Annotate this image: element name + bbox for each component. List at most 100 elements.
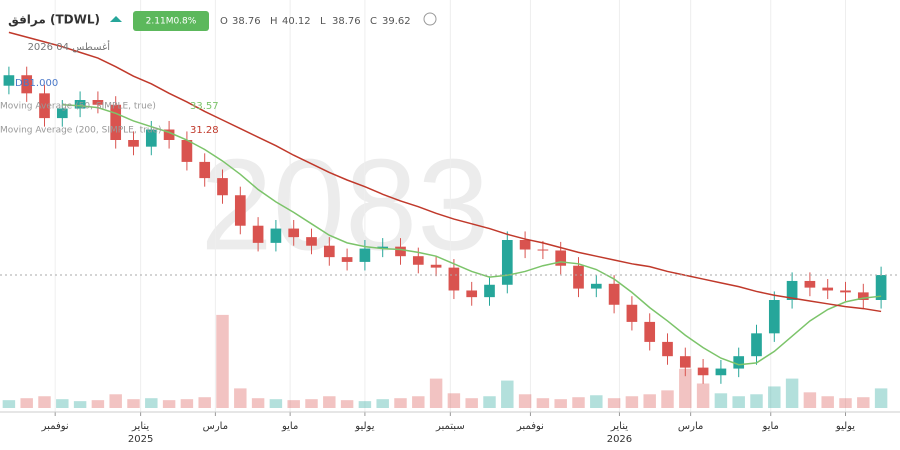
watermark: 2083	[200, 131, 489, 277]
ohlc-value: 40.12	[282, 16, 311, 27]
candle-body	[163, 129, 175, 140]
volume-bar	[679, 368, 692, 408]
volume-bar	[732, 396, 745, 408]
volume-bar	[216, 314, 229, 408]
volume-bar	[73, 401, 87, 408]
candle-body	[519, 240, 531, 250]
candle-body	[822, 287, 834, 291]
candle-body	[306, 237, 317, 246]
volume-bar	[554, 399, 567, 408]
candle-body	[252, 225, 264, 243]
moving-average	[8, 31, 882, 313]
x-tick-label: مايو	[281, 421, 298, 432]
candle-body	[270, 228, 282, 243]
candle-body	[74, 100, 86, 109]
candle-body	[92, 100, 104, 105]
volume-bar	[269, 399, 283, 408]
x-tick-label: يوليو	[354, 421, 374, 432]
volume-bar	[518, 394, 532, 408]
candle-body	[395, 246, 406, 257]
candle-body	[679, 356, 691, 368]
candle-body	[573, 265, 584, 289]
ohlc-value: 38.76	[232, 16, 261, 27]
candle-body	[644, 321, 656, 342]
volume-bar	[38, 396, 51, 408]
candle-body	[484, 284, 495, 298]
candle-body	[3, 75, 15, 86]
plot	[0, 31, 900, 413]
ma-name: Moving Average (200, SIMPLE, true)	[0, 126, 162, 136]
candle-body	[341, 257, 353, 262]
volume-bar	[20, 398, 33, 408]
volume-bar	[465, 398, 478, 408]
volume-bar	[162, 400, 176, 408]
candle-body	[857, 292, 869, 300]
volume-bar	[803, 392, 817, 408]
x-tick-label: مارس	[203, 421, 228, 432]
badge: 2.11M0.8%	[146, 17, 197, 27]
volume-bar	[251, 398, 265, 408]
volume-bar	[572, 397, 585, 408]
candle-body	[21, 75, 33, 94]
candle-body	[217, 178, 228, 196]
x-tick-label: مايو	[762, 421, 779, 432]
volume-bar	[127, 399, 140, 408]
candle-body	[875, 275, 887, 300]
x-tick-year: 2026	[607, 434, 632, 445]
candle-body	[323, 245, 335, 258]
candle-body	[430, 264, 442, 268]
volume-bar	[785, 378, 799, 408]
grid	[54, 0, 846, 416]
settings-icon[interactable]	[423, 12, 437, 26]
ohlc-label: L	[320, 16, 326, 27]
candle-body	[466, 290, 478, 298]
volume-bar	[198, 397, 211, 408]
volume-bar	[180, 399, 194, 408]
x-tick-label: يناير	[610, 421, 628, 432]
candle-body	[697, 367, 709, 376]
volume-bar	[376, 399, 389, 408]
candle-body	[537, 249, 549, 251]
volume-bar	[839, 398, 852, 408]
ma-name: Moving Average (50, SIMPLE, true)	[0, 102, 156, 112]
volume-bar	[696, 383, 710, 408]
candle-body	[145, 129, 157, 147]
x-tick-label: مارس	[678, 421, 703, 432]
volume-bar	[429, 378, 443, 408]
candle-body	[662, 341, 673, 357]
candle-body	[626, 304, 638, 322]
volume-bar	[874, 388, 888, 408]
volume-bar	[323, 396, 336, 408]
candle-body	[110, 104, 122, 140]
volume-bar	[2, 400, 16, 408]
candle-body	[501, 240, 513, 285]
volume-bar	[234, 388, 247, 408]
candle-body	[412, 256, 424, 265]
candle-body	[555, 250, 567, 266]
volume-bar	[483, 396, 496, 408]
ohlc-value: 38.76	[332, 16, 361, 27]
candle-body	[234, 195, 246, 226]
volume-bar	[145, 398, 158, 408]
volume-bar	[56, 399, 69, 408]
volume-bar	[109, 394, 122, 408]
volume-bar	[661, 390, 674, 408]
ohlc-label: H	[270, 16, 278, 27]
candle-body	[804, 280, 816, 288]
candle-body	[288, 228, 300, 238]
candle-body	[733, 356, 745, 369]
volume-bar	[643, 394, 656, 408]
volume-bar	[714, 393, 728, 408]
ohlc-value: 39.62	[382, 16, 411, 27]
x-tick-label: يناير	[131, 421, 149, 432]
x-tick-label: نوفمبر	[41, 421, 69, 432]
volume-bar	[821, 396, 834, 408]
volume-bar	[750, 394, 763, 408]
x-tick-label: يوليو	[835, 421, 855, 432]
date-line: أغسطس 04 2026	[28, 40, 111, 53]
moving-average	[62, 104, 882, 366]
candle-body	[448, 267, 460, 291]
volume-bar	[305, 399, 318, 408]
volume-bar	[287, 400, 300, 408]
ma-value: 31.28	[190, 125, 219, 136]
